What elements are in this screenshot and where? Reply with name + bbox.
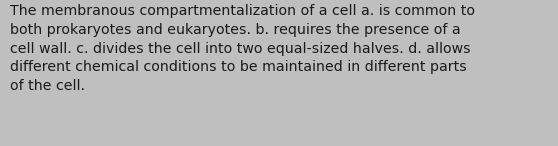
Text: The membranous compartmentalization of a cell a. is common to
both prokaryotes a: The membranous compartmentalization of a…	[10, 4, 475, 93]
